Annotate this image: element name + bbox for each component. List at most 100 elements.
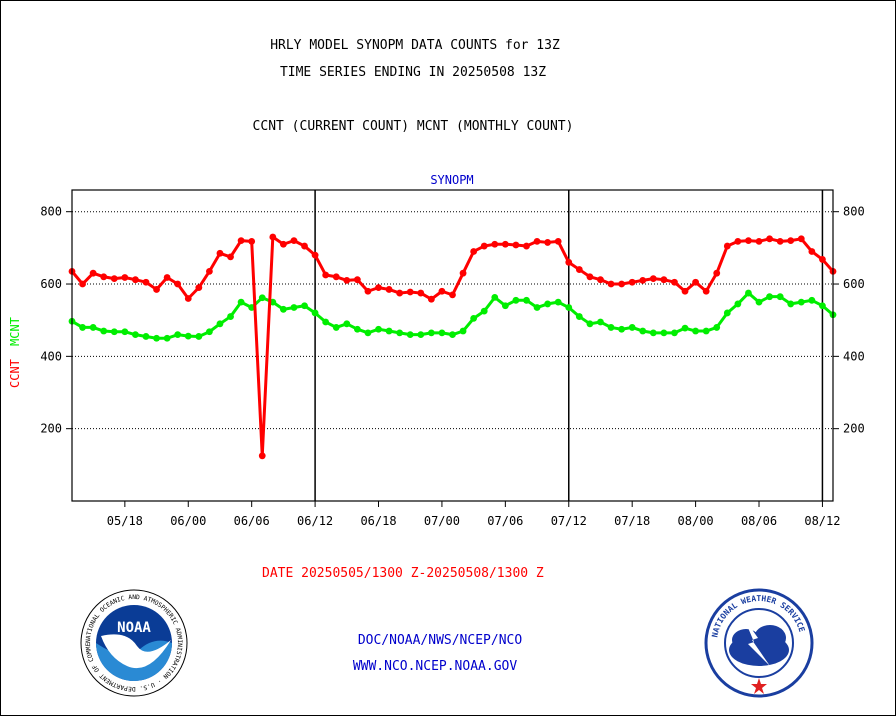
data-point-ccnt bbox=[554, 237, 562, 245]
data-point-ccnt bbox=[819, 256, 826, 263]
data-point-ccnt bbox=[279, 240, 287, 248]
data-point-mcnt bbox=[459, 327, 467, 335]
data-point-ccnt bbox=[343, 277, 351, 284]
data-point-ccnt bbox=[184, 295, 192, 302]
data-point-mcnt bbox=[153, 334, 160, 342]
data-point-ccnt bbox=[79, 280, 86, 288]
footer-link-www[interactable]: WWW.NCO.NCEP.NOAA.GOV bbox=[352, 659, 518, 674]
data-point-ccnt bbox=[174, 280, 182, 288]
data-point-ccnt bbox=[132, 276, 139, 284]
data-point-ccnt bbox=[153, 286, 160, 293]
data-point-ccnt bbox=[544, 239, 552, 246]
data-point-mcnt bbox=[586, 320, 594, 328]
data-point-mcnt bbox=[607, 324, 615, 331]
data-point-mcnt bbox=[501, 302, 509, 310]
data-point-ccnt bbox=[258, 452, 266, 460]
data-point-mcnt bbox=[396, 329, 404, 337]
gridlines bbox=[72, 211, 833, 430]
data-point-mcnt bbox=[227, 313, 234, 320]
data-point-ccnt bbox=[586, 273, 594, 281]
data-point-ccnt bbox=[417, 289, 425, 297]
data-point-ccnt bbox=[470, 248, 478, 255]
data-point-ccnt bbox=[142, 278, 150, 286]
data-point-ccnt bbox=[480, 242, 488, 250]
data-point-ccnt bbox=[808, 248, 816, 255]
data-point-ccnt bbox=[248, 237, 256, 245]
data-point-mcnt bbox=[89, 324, 97, 331]
data-point-ccnt bbox=[406, 288, 414, 296]
data-point-mcnt bbox=[163, 334, 171, 342]
data-point-mcnt bbox=[174, 331, 182, 339]
x-axis-label: DATE 20250505/1300 Z-20250508/1300 Z bbox=[262, 566, 544, 581]
series-line-ccnt bbox=[70, 235, 835, 458]
data-point-ccnt bbox=[797, 235, 805, 243]
data-point-ccnt bbox=[723, 242, 731, 250]
data-point-mcnt bbox=[575, 313, 583, 320]
plot-title: SYNOPM bbox=[430, 173, 473, 187]
data-point-mcnt bbox=[544, 300, 552, 308]
data-point-ccnt bbox=[766, 235, 773, 243]
data-point-ccnt bbox=[692, 278, 699, 286]
data-point-ccnt bbox=[459, 269, 467, 277]
y-tick-label-right: 600 bbox=[843, 277, 865, 291]
data-point-ccnt bbox=[100, 273, 108, 281]
data-point-ccnt bbox=[649, 275, 657, 282]
series-layer bbox=[68, 233, 837, 460]
noaa-logo-text: NOAA bbox=[117, 620, 151, 636]
noaa-logo-icon: NATIONAL OCEANIC AND ATMOSPHERIC ADMINIS… bbox=[79, 588, 188, 697]
footer-link-doc[interactable]: DOC/NOAA/NWS/NCEP/NCO bbox=[357, 633, 523, 648]
data-point-ccnt bbox=[491, 240, 499, 248]
data-point-mcnt bbox=[343, 320, 351, 328]
data-point-ccnt bbox=[734, 237, 742, 245]
data-point-mcnt bbox=[375, 325, 382, 333]
data-point-mcnt bbox=[364, 329, 372, 337]
data-point-ccnt bbox=[385, 286, 393, 293]
data-point-mcnt bbox=[649, 329, 657, 337]
data-point-ccnt bbox=[427, 295, 435, 303]
data-point-ccnt bbox=[523, 242, 530, 250]
data-point-mcnt bbox=[132, 331, 139, 339]
data-point-mcnt bbox=[692, 327, 699, 335]
data-point-ccnt bbox=[332, 273, 340, 281]
x-tick-label: 05/18 bbox=[107, 514, 143, 528]
data-point-mcnt bbox=[311, 309, 319, 317]
data-point-mcnt bbox=[195, 333, 203, 340]
x-tick-label: 07/12 bbox=[551, 514, 587, 528]
data-point-mcnt bbox=[427, 329, 435, 337]
data-point-ccnt bbox=[575, 266, 583, 273]
data-point-mcnt bbox=[523, 296, 530, 304]
data-point-mcnt bbox=[258, 294, 266, 302]
x-tick-label: 08/06 bbox=[741, 514, 777, 528]
data-point-mcnt bbox=[385, 327, 393, 335]
data-point-mcnt bbox=[290, 304, 298, 311]
chart-subtitle: CCNT (CURRENT COUNT) MCNT (MONTHLY COUNT… bbox=[252, 119, 574, 134]
chart-title-line1: HRLY MODEL SYNOPM DATA COUNTS for 13Z bbox=[270, 38, 560, 53]
data-point-ccnt bbox=[713, 269, 721, 277]
day-boundary-lines bbox=[314, 190, 824, 501]
data-point-mcnt bbox=[206, 328, 213, 336]
data-point-mcnt bbox=[819, 302, 826, 310]
x-tick-label: 07/00 bbox=[424, 514, 460, 528]
x-tick-label: 07/18 bbox=[614, 514, 650, 528]
data-point-ccnt bbox=[618, 280, 626, 288]
data-point-mcnt bbox=[449, 331, 456, 339]
data-point-ccnt bbox=[375, 284, 382, 292]
data-point-mcnt bbox=[237, 298, 245, 306]
data-point-mcnt bbox=[279, 305, 287, 313]
data-point-ccnt bbox=[512, 241, 520, 249]
data-point-mcnt bbox=[797, 298, 805, 306]
data-point-ccnt bbox=[565, 258, 573, 266]
data-point-ccnt bbox=[163, 274, 171, 281]
data-point-ccnt bbox=[89, 269, 97, 277]
x-tick-label: 06/06 bbox=[234, 514, 270, 528]
y-tick-label-left: 400 bbox=[40, 349, 62, 363]
data-point-ccnt bbox=[227, 253, 234, 261]
data-point-mcnt bbox=[597, 318, 604, 326]
chart-title-line2: TIME SERIES ENDING IN 20250508 13Z bbox=[279, 65, 547, 80]
data-point-ccnt bbox=[787, 237, 795, 245]
data-point-mcnt bbox=[554, 298, 562, 306]
data-point-ccnt bbox=[121, 274, 129, 281]
data-point-ccnt bbox=[671, 278, 678, 286]
data-point-ccnt bbox=[110, 275, 118, 282]
data-point-ccnt bbox=[364, 287, 372, 295]
